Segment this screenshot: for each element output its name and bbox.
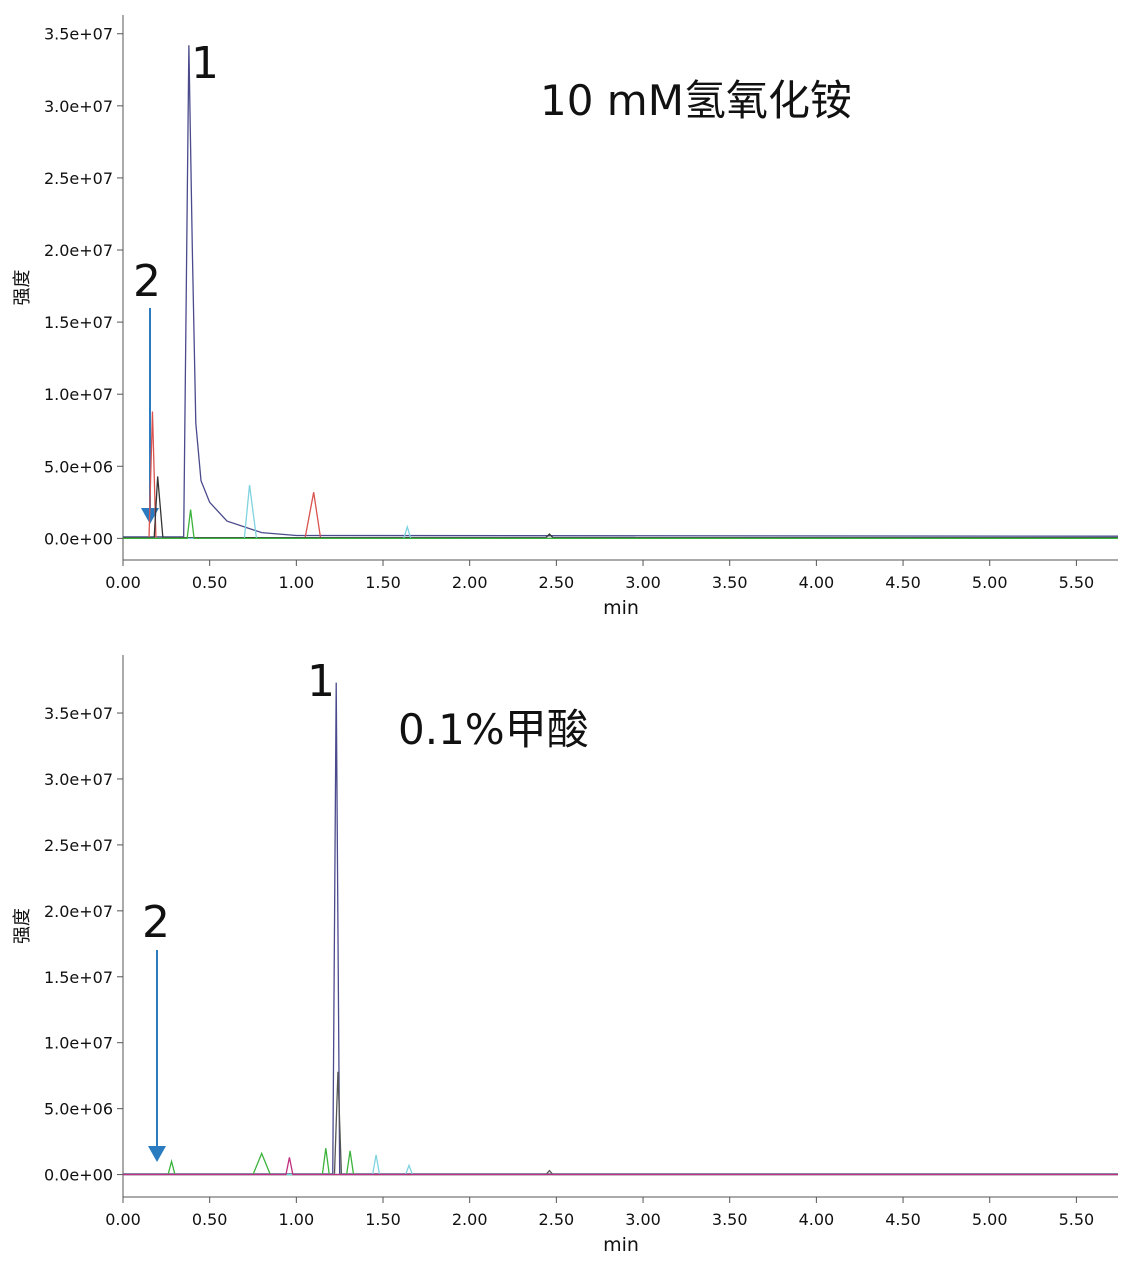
x-tick-label: 1.00 [279,1210,315,1229]
y-tick-label: 0.0e+00 [44,529,113,548]
y-tick-label: 1.5e+07 [44,968,113,987]
x-tick-label: 4.50 [885,573,921,592]
x-tick-label: 2.50 [539,573,575,592]
x-tick-label: 1.50 [365,1210,401,1229]
y-tick-label: 3.5e+07 [44,25,113,44]
trace [123,682,1118,1175]
x-tick-label: 0.00 [105,1210,141,1229]
x-tick-label: 5.00 [972,573,1008,592]
y-tick-label: 5.0e+06 [44,457,113,476]
y-axis-label: 强度 [12,908,33,944]
trace [123,1071,1118,1176]
x-tick-label: 4.00 [799,1210,835,1229]
y-tick-label: 2.0e+07 [44,241,113,260]
y-axis-label: 强度 [12,270,33,306]
x-tick-label: 3.00 [625,573,661,592]
trace [123,45,1119,538]
arrow-head [148,1146,166,1162]
y-tick-label: 2.5e+07 [44,169,113,188]
x-tick-label: 2.50 [539,1210,575,1229]
x-tick-label: 2.00 [452,573,488,592]
y-tick-label: 1.0e+07 [44,1034,113,1053]
x-tick-label: 3.50 [712,1210,748,1229]
x-tick-label: 5.50 [1059,1210,1095,1229]
y-tick-label: 5.0e+06 [44,1100,113,1119]
x-tick-label: 4.50 [885,1210,921,1229]
peak-label: 2 [142,897,170,948]
x-tick-label: 1.00 [279,573,315,592]
y-tick-label: 3.0e+07 [44,770,113,789]
x-tick-label: 4.00 [799,573,835,592]
trace [123,1154,1118,1176]
x-axis-label: min [603,597,639,619]
y-tick-label: 2.0e+07 [44,902,113,921]
x-tick-label: 3.50 [712,573,748,592]
x-tick-label: 5.50 [1059,573,1095,592]
x-axis-label: min [603,1234,639,1256]
trace [123,476,1118,539]
chart-title: 10 mM氢氧化铵 [540,76,852,125]
trace [123,411,1118,540]
x-tick-label: 5.00 [972,1210,1008,1229]
trace [123,1157,1118,1176]
x-tick-label: 2.00 [452,1210,488,1229]
peak-label: 1 [307,656,335,707]
peak-label: 1 [191,38,219,89]
trace [123,509,1118,540]
x-tick-label: 0.00 [105,573,141,592]
y-tick-label: 1.5e+07 [44,313,113,332]
chart-title: 0.1%甲酸 [398,705,589,754]
x-tick-label: 0.50 [192,573,228,592]
x-tick-label: 1.50 [365,573,401,592]
trace [123,1148,1118,1176]
x-tick-label: 0.50 [192,1210,228,1229]
y-tick-label: 3.0e+07 [44,97,113,116]
peak-label: 2 [133,256,161,307]
y-tick-label: 3.5e+07 [44,704,113,723]
y-tick-label: 2.5e+07 [44,836,113,855]
y-tick-label: 0.0e+00 [44,1166,113,1185]
x-tick-label: 3.00 [625,1210,661,1229]
y-tick-label: 1.0e+07 [44,385,113,404]
trace [123,484,1118,540]
